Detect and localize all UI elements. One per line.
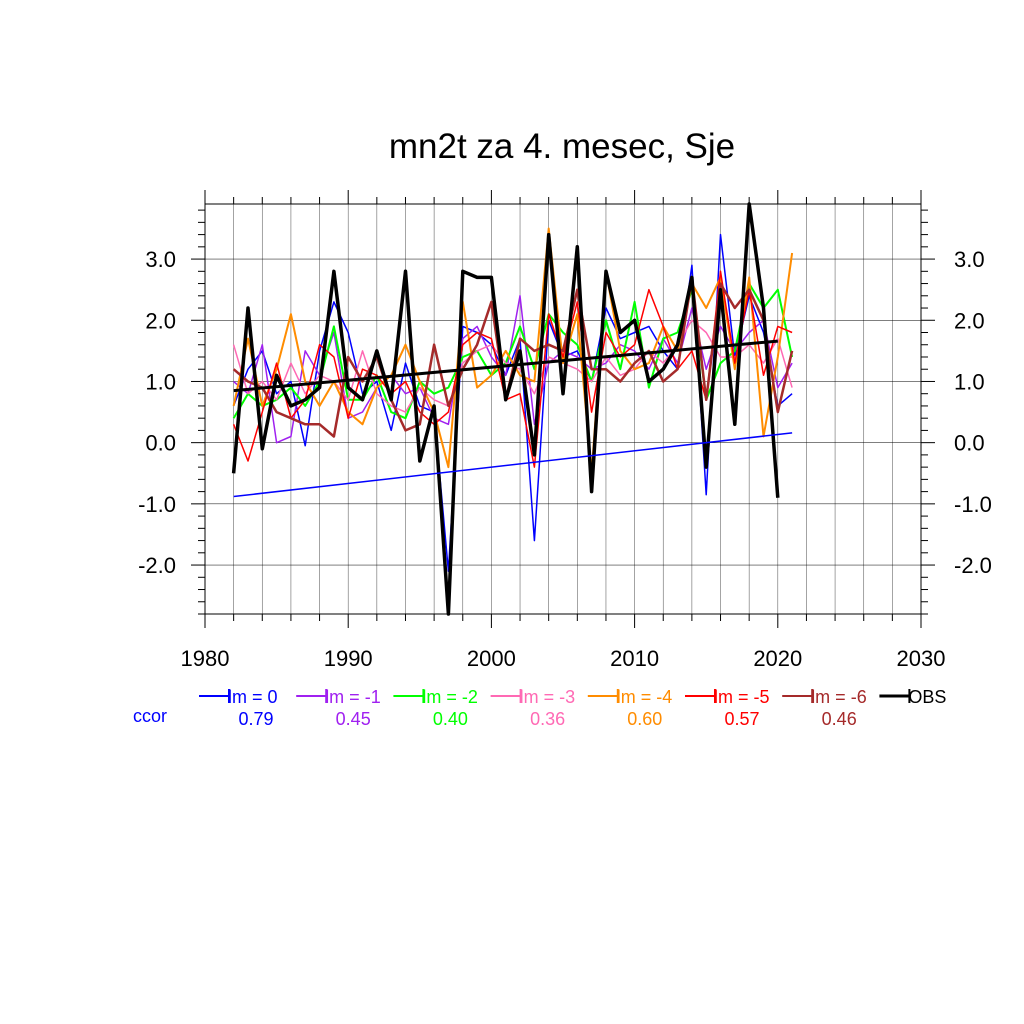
legend-label: lm = -1: [325, 687, 381, 707]
series-line-4: [232, 227, 794, 475]
y-tick-label-left: -1.0: [138, 492, 176, 517]
legend-ccor-value: 0.46: [822, 709, 857, 729]
y-tick-label-left: 0.0: [145, 431, 176, 456]
series-layer: [231, 202, 794, 616]
x-tick-label: 2000: [467, 646, 516, 671]
chart-title: mn2t za 4. mesec, Sje: [389, 127, 735, 166]
x-tick-label: 1980: [181, 646, 230, 671]
legend-item-3: lm = -30.36: [490, 687, 576, 729]
axes: 1980 1990 2000 2010 2020 2030 3.0 3.0 2.0 2.0 1.0 1…: [138, 190, 992, 671]
trend-line-1: [233, 432, 793, 498]
legend-ccor-value: 0.79: [238, 709, 273, 729]
plot-frame: [204, 203, 922, 615]
legend-ccor-value: 0.57: [724, 709, 759, 729]
legend-item-7: OBS: [879, 687, 946, 707]
legend-label: lm = -3: [520, 687, 576, 707]
x-tick-label: 1990: [324, 646, 373, 671]
trend-line-0: [233, 339, 778, 393]
legend-ccor-value: 0.36: [530, 709, 565, 729]
legend-label: OBS: [908, 687, 946, 707]
legend-ccor-value: 0.40: [433, 709, 468, 729]
legend-label: lm = -2: [422, 687, 478, 707]
legend-ccor-value: 0.60: [627, 709, 662, 729]
grid: [205, 204, 922, 614]
ccor-label: ccor: [133, 706, 167, 726]
series-line-7: [231, 202, 780, 616]
legend-label: lm = -6: [811, 687, 867, 707]
legend-item-2: lm = -20.40: [393, 687, 478, 729]
y-tick-label-right: 1.0: [954, 369, 985, 394]
x-tick-label: 2020: [753, 646, 802, 671]
legend-ccor-value: 0.45: [336, 709, 371, 729]
legend-label: lm = -4: [617, 687, 673, 707]
y-tick-label-right: 3.0: [954, 247, 985, 272]
legend-item-5: lm = -50.57: [685, 687, 770, 729]
trend-layer: [233, 339, 793, 498]
legend-label: lm = -5: [714, 687, 770, 707]
y-tick-label-left: 1.0: [145, 369, 176, 394]
legend-label: lm = 0: [228, 687, 278, 707]
y-tick-label-right: -1.0: [954, 492, 992, 517]
y-tick-label-right: -2.0: [954, 553, 992, 578]
legend-item-4: lm = -40.60: [587, 687, 673, 729]
legend-item-0: lm = 00.79: [199, 687, 278, 729]
y-tick-label-right: 2.0: [954, 308, 985, 333]
x-tick-label: 2030: [897, 646, 946, 671]
y-tick-label-left: 3.0: [145, 247, 176, 272]
legend-item-1: lm = -10.45: [296, 687, 381, 729]
legend-item-6: lm = -60.46: [782, 687, 867, 729]
y-tick-label-left: -2.0: [138, 553, 176, 578]
y-tick-label-right: 0.0: [954, 431, 985, 456]
y-tick-label-left: 2.0: [145, 308, 176, 333]
x-tick-label: 2010: [610, 646, 659, 671]
